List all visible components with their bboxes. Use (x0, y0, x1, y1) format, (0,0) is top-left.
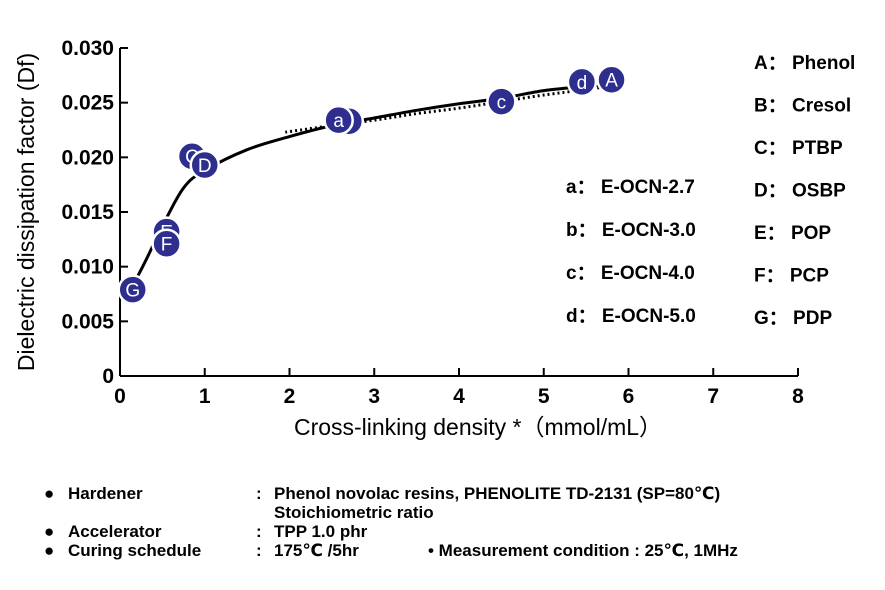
y-tick-label: 0 (102, 365, 114, 388)
point-marker (486, 86, 517, 117)
data-point-G: G (117, 274, 148, 305)
x-tick-label: 7 (707, 385, 719, 408)
point-label: F (161, 235, 173, 256)
data-point-a: a (323, 104, 354, 136)
y-tick-label: 0.010 (61, 256, 114, 279)
x-tick-label: 3 (368, 385, 380, 408)
y-tick-label: 0.015 (61, 201, 114, 224)
axes (119, 48, 798, 377)
note-value: TPP 1.0 phr (274, 522, 368, 541)
point-marker (117, 274, 148, 305)
legend-entry: G： PDP (754, 308, 832, 329)
legend-entry: d： E-OCN-5.0 (566, 306, 696, 327)
fit-curve-solid (128, 81, 621, 292)
point-label: c (497, 93, 507, 114)
x-tick-label: 5 (538, 385, 550, 408)
data-point-F: F (151, 228, 182, 259)
x-tick-label: 1 (199, 385, 211, 408)
y-tick-label: 0.005 (61, 310, 114, 333)
note-label: Hardener (68, 484, 143, 503)
legend-phenols: A： Phenol B： Cresol C： PTBP D： OSBP E： POP F：… (754, 53, 855, 329)
legend-entry: A： Phenol (754, 53, 855, 74)
point-label: d (577, 73, 588, 94)
note-label: Curing schedule (68, 541, 202, 560)
bullet: ● (44, 541, 55, 560)
note-colon: : (256, 522, 262, 541)
fit-curve-dotted (285, 83, 617, 134)
x-tick-label: 8 (792, 385, 804, 408)
note-colon: : (256, 541, 262, 560)
note-value: 175℃ /5hr (274, 541, 359, 560)
point-marker (189, 149, 220, 181)
y-tick-label: 0.030 (61, 37, 114, 60)
x-tick-label: 6 (623, 385, 635, 408)
legend-entry: C： PTBP (754, 138, 843, 159)
legend-entry: c： E-OCN-4.0 (566, 263, 695, 284)
x-tick-label: 0 (114, 385, 126, 408)
data-point-A: A (596, 64, 627, 95)
data-point-d: d (566, 66, 598, 98)
y-tick-label: 0.020 (61, 146, 114, 169)
x-tick-label: 2 (284, 385, 296, 408)
legend-entry: B： Cresol (754, 96, 851, 117)
note-value: Stoichiometric ratio (274, 503, 434, 522)
legend-entry: F： PCP (754, 266, 829, 287)
bullet: ● (44, 522, 55, 541)
y-axis-label: Dielectric dissipation factor (Df) (13, 53, 39, 371)
note-label: Accelerator (68, 522, 162, 541)
point-marker (323, 104, 354, 136)
point-label: G (125, 281, 140, 302)
legend-entry: a： E-OCN-2.7 (566, 177, 695, 198)
x-tick-label: 4 (453, 385, 465, 408)
x-axis-label: Cross-linking density *（mmol/mL） (294, 414, 662, 440)
legend-entry: D： OSBP (754, 181, 846, 202)
note-measurement-condition: • Measurement condition : 25℃, 1MHz (428, 541, 738, 560)
point-marker (151, 228, 182, 259)
y-tick-label: 0.025 (61, 92, 114, 115)
legend-cyanate-esters: a： E-OCN-2.7 b： E-OCN-3.0 c： E-OCN-4.0 d： E… (566, 177, 696, 327)
point-label: D (198, 156, 212, 177)
point-marker (566, 66, 598, 98)
note-colon: : (256, 484, 262, 503)
data-point-c: c (486, 86, 517, 117)
point-label: a (333, 111, 344, 132)
data-point-D: D (189, 149, 220, 181)
point-label: A (605, 71, 618, 92)
bullet: ● (44, 484, 55, 503)
legend-entry: b： E-OCN-3.0 (566, 220, 696, 241)
chart: 0 0.005 0.010 0.015 0.020 0.025 0.030 0 1 2 3 4 5 6 7… (13, 37, 855, 440)
note-value: Phenol novolac resins, PHENOLITE TD-2131… (274, 484, 721, 503)
legend-entry: E： POP (754, 223, 831, 244)
point-marker (596, 64, 627, 95)
